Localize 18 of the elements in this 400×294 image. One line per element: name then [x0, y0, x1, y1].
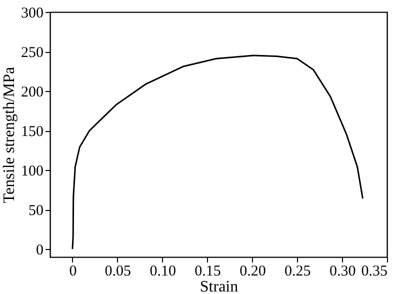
y-axis-title: Tensile strength/MPa [1, 66, 18, 204]
x-axis-title: Strain [200, 278, 238, 294]
y-tick-label: 250 [21, 45, 44, 62]
y-tick-label: 200 [21, 84, 44, 101]
x-tick-label: 0.30 [329, 264, 356, 280]
x-tick-label: 0.20 [240, 264, 266, 280]
x-tick-label: 0.15 [194, 264, 221, 280]
y-tick-label: 0 [36, 242, 44, 259]
line-series [72, 54, 364, 250]
x-tick-label: 0 [69, 264, 77, 280]
x-tick-label: 0.05 [104, 264, 132, 280]
y-tick-label: 50 [28, 203, 44, 220]
x-tick-label: 0.25 [284, 264, 311, 280]
x-tick-label: 0.10 [150, 264, 176, 280]
y-tick-label: 300 [21, 6, 44, 22]
y-tick-label: 100 [21, 164, 44, 180]
x-tick-label: 0.35 [361, 264, 388, 280]
y-tick-label: 150 [21, 124, 44, 140]
